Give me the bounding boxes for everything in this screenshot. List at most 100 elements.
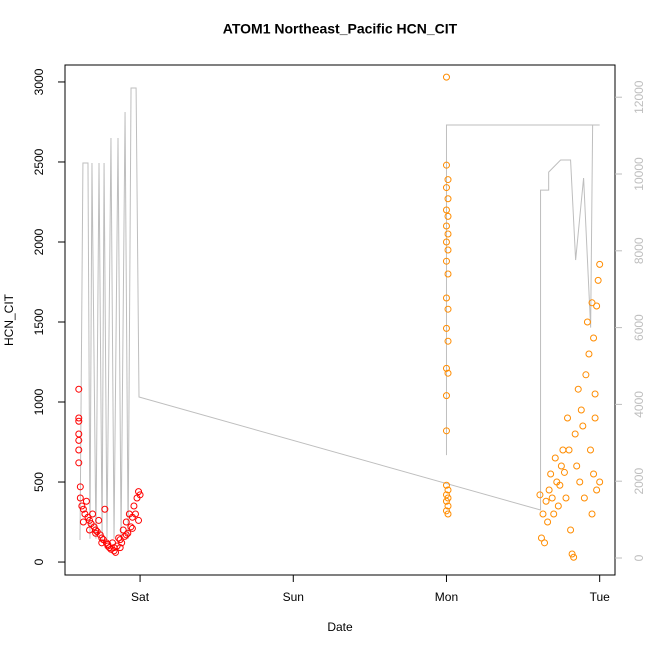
- point: [75, 436, 83, 444]
- point: [79, 505, 87, 513]
- point: [442, 427, 450, 435]
- y-tick-label: 2000: [32, 228, 46, 255]
- point: [89, 510, 97, 518]
- point: [537, 534, 545, 542]
- point: [76, 483, 84, 491]
- y2-tick-label: 12000: [632, 80, 646, 114]
- point: [594, 276, 602, 284]
- point: [585, 350, 593, 358]
- point: [548, 494, 556, 502]
- point: [544, 518, 552, 526]
- point: [554, 502, 562, 510]
- y-axis-label: HCN_CIT: [2, 293, 16, 346]
- point: [119, 526, 127, 534]
- point: [116, 536, 124, 544]
- point: [444, 502, 452, 510]
- point: [90, 523, 98, 531]
- point: [574, 385, 582, 393]
- point: [444, 486, 452, 494]
- point: [542, 497, 550, 505]
- y2-tick-label: 8000: [632, 237, 646, 264]
- point: [577, 406, 585, 414]
- point: [86, 516, 94, 524]
- point: [596, 478, 604, 486]
- y2-tick-label: 4000: [632, 391, 646, 418]
- point: [590, 470, 598, 478]
- point: [444, 212, 452, 220]
- point: [573, 462, 581, 470]
- point: [442, 481, 450, 489]
- point: [98, 539, 106, 547]
- point: [442, 364, 450, 372]
- point: [579, 422, 587, 430]
- point: [547, 470, 555, 478]
- y2-tick-label: 10000: [632, 157, 646, 191]
- y-tick-label: 0: [32, 558, 46, 565]
- point: [122, 531, 130, 539]
- point: [551, 454, 559, 462]
- point: [562, 494, 570, 502]
- point: [541, 539, 549, 547]
- point: [576, 478, 584, 486]
- point: [580, 494, 588, 502]
- x-tick-label: Sun: [283, 590, 304, 604]
- point: [583, 318, 591, 326]
- point: [550, 510, 558, 518]
- point: [442, 184, 450, 192]
- point: [112, 548, 120, 556]
- point: [571, 430, 579, 438]
- point: [128, 524, 136, 532]
- point: [442, 73, 450, 81]
- point: [75, 417, 83, 425]
- point: [590, 334, 598, 342]
- point: [118, 539, 126, 547]
- point: [442, 392, 450, 400]
- y2-tick-label: 2000: [632, 468, 646, 495]
- point: [442, 257, 450, 265]
- x-tick-label: Tue: [590, 590, 611, 604]
- x-tick-label: Sat: [131, 590, 150, 604]
- point: [101, 505, 109, 513]
- y-tick-label: 3000: [32, 68, 46, 95]
- point: [539, 510, 547, 518]
- point: [84, 513, 92, 521]
- point: [104, 540, 112, 548]
- point: [444, 305, 452, 313]
- point: [536, 491, 544, 499]
- point: [444, 337, 452, 345]
- point: [86, 526, 94, 534]
- plot-frame: [64, 64, 616, 576]
- point: [567, 526, 575, 534]
- point: [135, 488, 143, 496]
- point: [444, 270, 452, 278]
- point: [122, 518, 130, 526]
- point: [593, 302, 601, 310]
- x-tick-label: Mon: [435, 590, 458, 604]
- point: [79, 518, 87, 526]
- point: [92, 529, 100, 537]
- chart-title: ATOM1 Northeast_Pacific HCN_CIT: [223, 21, 458, 37]
- point: [110, 544, 118, 552]
- point: [556, 481, 564, 489]
- point: [135, 516, 143, 524]
- point: [75, 459, 83, 467]
- point: [444, 230, 452, 238]
- point: [76, 494, 84, 502]
- line: [79, 87, 600, 540]
- point: [442, 324, 450, 332]
- point: [582, 371, 590, 379]
- point: [115, 534, 123, 542]
- point: [131, 510, 139, 518]
- point: [75, 385, 83, 393]
- point: [136, 491, 144, 499]
- point: [75, 414, 83, 422]
- point: [75, 446, 83, 454]
- point: [545, 486, 553, 494]
- x-axis-label: Date: [327, 620, 353, 634]
- point: [110, 547, 118, 555]
- point: [560, 468, 568, 476]
- y-tick-label: 500: [32, 472, 46, 492]
- point: [442, 206, 450, 214]
- point: [124, 529, 132, 537]
